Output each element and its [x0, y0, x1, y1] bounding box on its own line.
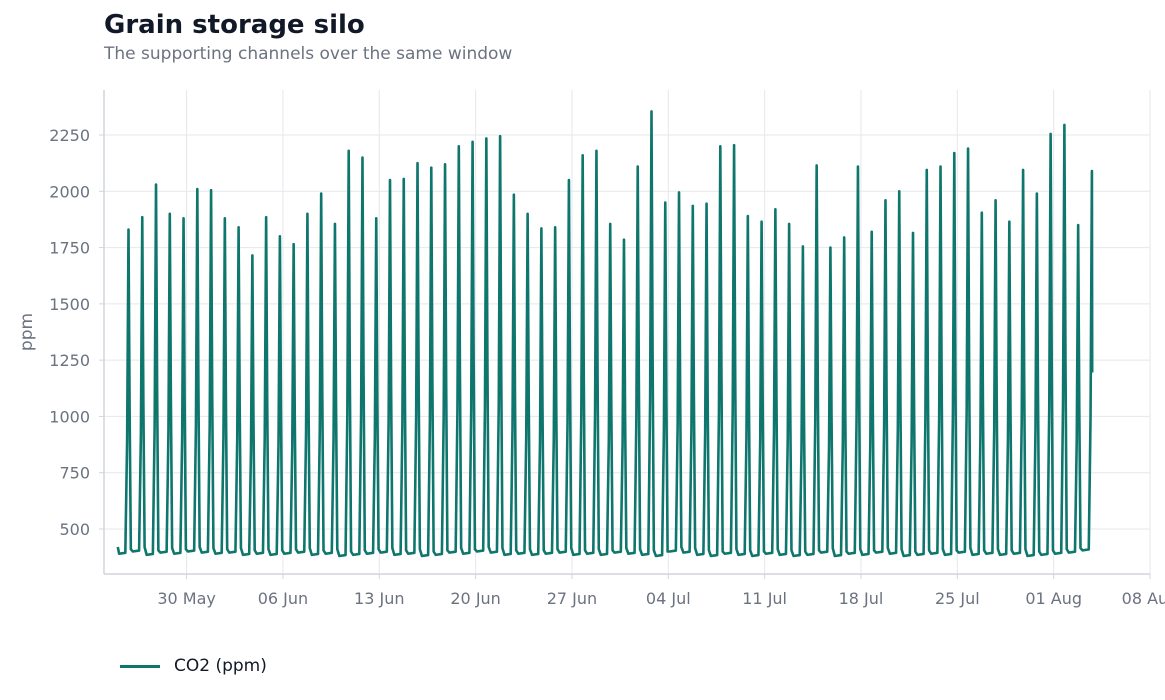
- y-tick-label: 2000: [49, 182, 90, 201]
- legend-swatch: [120, 664, 160, 668]
- line-chart: 500 750 1000 1250 1500 1750 2000 2250 30 May 06 J…: [17, 90, 1165, 608]
- y-tick-label: 1750: [49, 239, 90, 258]
- y-tick-label: 2250: [49, 126, 90, 145]
- x-tick-label: 18 Jul: [839, 589, 884, 608]
- x-tick-label: 13 Jun: [354, 589, 404, 608]
- x-tick-label: 25 Jul: [935, 589, 980, 608]
- x-tick-label: 04 Jul: [646, 589, 691, 608]
- y-tick-label: 500: [59, 520, 90, 539]
- x-tick-label: 27 Jun: [547, 589, 597, 608]
- x-tick-label: 20 Jun: [450, 589, 500, 608]
- y-tick-label: 1500: [49, 295, 90, 314]
- x-tick-label: 30 May: [157, 589, 216, 608]
- series-layer: [116, 110, 1094, 558]
- legend: CO2 (ppm): [120, 656, 267, 676]
- x-tick-label: 01 Aug: [1025, 589, 1082, 608]
- x-tick-label: 06 Jun: [258, 589, 308, 608]
- y-axis-label: ppm: [17, 313, 37, 351]
- x-tick-label: 08 Aug: [1122, 589, 1165, 608]
- tick-labels: 500 750 1000 1250 1500 1750 2000 2250 30 May 06 J…: [17, 126, 1165, 608]
- legend-label: CO2 (ppm): [174, 656, 267, 676]
- chart-title: Grain storage silo: [104, 10, 365, 40]
- y-tick-label: 1000: [49, 407, 90, 426]
- axes: [99, 90, 1151, 579]
- series-line-co2: [116, 110, 1094, 558]
- y-tick-label: 1250: [49, 351, 90, 370]
- y-tick-label: 750: [59, 464, 90, 483]
- x-tick-label: 11 Jul: [742, 589, 787, 608]
- chart-subtitle: The supporting channels over the same wi…: [104, 44, 513, 64]
